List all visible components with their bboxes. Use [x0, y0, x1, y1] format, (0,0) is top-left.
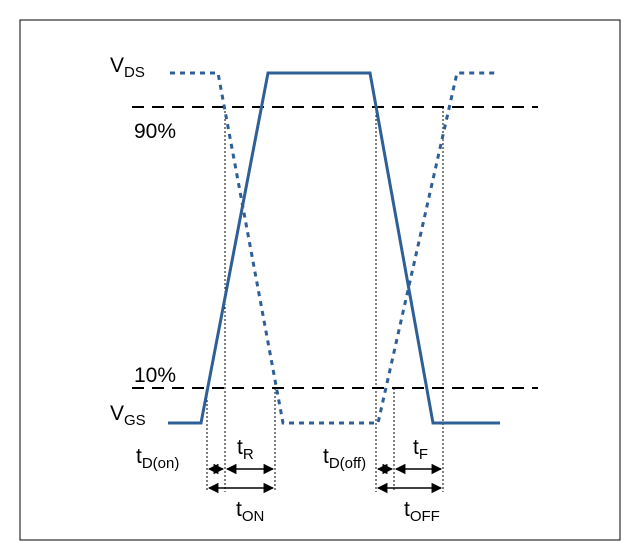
toff-label: tOFF — [404, 498, 440, 525]
vgs-waveform — [168, 71, 500, 425]
vds-label: VDS — [110, 54, 145, 81]
td-off-label: tD(off) — [323, 445, 366, 472]
diagram-frame — [19, 19, 621, 541]
tf-label: tF — [413, 436, 428, 463]
ton-label: tON — [236, 498, 264, 525]
timing-guides — [206, 107, 444, 492]
vds-waveform — [170, 71, 498, 425]
pct10-label: 10% — [134, 364, 176, 387]
timing-arrows — [207, 463, 443, 494]
td-on-label: tD(on) — [136, 445, 179, 472]
pct90-label: 90% — [134, 120, 176, 143]
tr-label: tR — [237, 436, 254, 463]
vgs-label: VGS — [110, 402, 146, 429]
